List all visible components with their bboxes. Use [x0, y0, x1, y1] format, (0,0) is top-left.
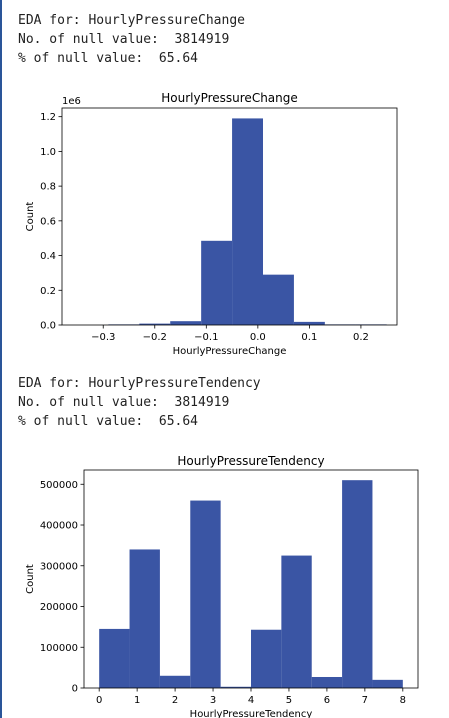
eda-output-text-2: EDA for: HourlyPressureTendency No. of n… — [18, 374, 261, 431]
y-tick-label: 300000 — [40, 561, 78, 572]
histogram-bar — [263, 274, 294, 325]
eda-title-line: EDA for: HourlyPressureTendency — [18, 376, 261, 391]
cell-output-border — [0, 0, 2, 718]
null-count-line: No. of null value: 3814919 — [18, 395, 230, 410]
y-tick-label: 0.2 — [40, 286, 56, 297]
histogram-hourly-pressure-tendency: 0 1 2 3 4 5 6 7 8 0 100000 200000 300000 400000 500000… — [25, 454, 419, 718]
x-tick-label: 0.2 — [353, 332, 369, 343]
y-tick-label: 200000 — [40, 602, 78, 613]
x-tick-label: 6 — [324, 695, 330, 706]
y-tick-label: 0.0 — [40, 321, 56, 332]
null-percent-line: % of null value: 65.64 — [18, 414, 199, 429]
chart-title: HourlyPressureChange — [161, 91, 298, 105]
x-tick-label: 2 — [172, 695, 178, 706]
y-tick-label: 0 — [72, 684, 78, 695]
histogram-bar — [311, 676, 343, 688]
y-tick-label: 1.0 — [40, 147, 56, 158]
histogram-bar — [293, 321, 325, 325]
chart-title: HourlyPressureTendency — [177, 454, 324, 468]
histogram-bar — [220, 686, 251, 688]
eda-output-text-1: EDA for: HourlyPressureChange No. of nul… — [18, 11, 245, 68]
histogram-bar — [201, 240, 233, 325]
y-tick-label: 1.2 — [40, 112, 56, 123]
x-tick-label: 4 — [248, 695, 254, 706]
histogram-bar — [251, 629, 282, 688]
y-tick-label: 0.4 — [40, 251, 56, 262]
histogram-bar — [129, 549, 160, 688]
histogram-bar — [159, 675, 191, 688]
x-tick-label: 0 — [96, 695, 102, 706]
y-offset-label: 1e6 — [62, 96, 81, 107]
x-axis-label: HourlyPressureChange — [173, 346, 287, 357]
plot-frame — [61, 107, 398, 326]
x-tick-label: −0.1 — [194, 332, 218, 343]
y-tick-label: 500000 — [40, 480, 78, 491]
histogram-bar — [139, 323, 171, 325]
histogram-bar — [99, 628, 130, 688]
x-tick-label: 1 — [134, 695, 140, 706]
x-tick-label: −0.3 — [91, 332, 115, 343]
histogram-bar — [342, 480, 373, 688]
x-tick-label: 0.0 — [250, 332, 266, 343]
x-tick-label: −0.2 — [143, 332, 167, 343]
null-percent-line: % of null value: 65.64 — [18, 51, 199, 66]
eda-title-line: EDA for: HourlyPressureChange — [18, 13, 245, 28]
y-tick-label: 0.8 — [40, 182, 56, 193]
y-tick-label: 100000 — [40, 643, 78, 654]
histogram-bar — [281, 555, 312, 688]
x-tick-label: 8 — [400, 695, 406, 706]
null-count-line: No. of null value: 3814919 — [18, 32, 230, 47]
histogram-bar — [372, 679, 403, 688]
histogram-bar — [232, 118, 263, 325]
x-tick-label: 0.1 — [301, 332, 317, 343]
y-tick-label: 400000 — [40, 521, 78, 532]
y-axis-label: Count — [25, 564, 36, 594]
x-axis-label: HourlyPressureTendency — [190, 709, 313, 718]
x-tick-label: 3 — [210, 695, 216, 706]
histogram-bar — [170, 321, 202, 325]
x-tick-label: 7 — [362, 695, 368, 706]
y-axis-label: Count — [25, 202, 36, 232]
histogram-bar — [190, 500, 221, 688]
y-tick-label: 0.6 — [40, 216, 56, 227]
x-tick-label: 5 — [286, 695, 292, 706]
histogram-hourly-pressure-change: −0.3 −0.2 −0.1 0.0 0.1 0.2 0.0 0.2 0.4 0.6 0.8 1.0 1… — [25, 91, 398, 357]
